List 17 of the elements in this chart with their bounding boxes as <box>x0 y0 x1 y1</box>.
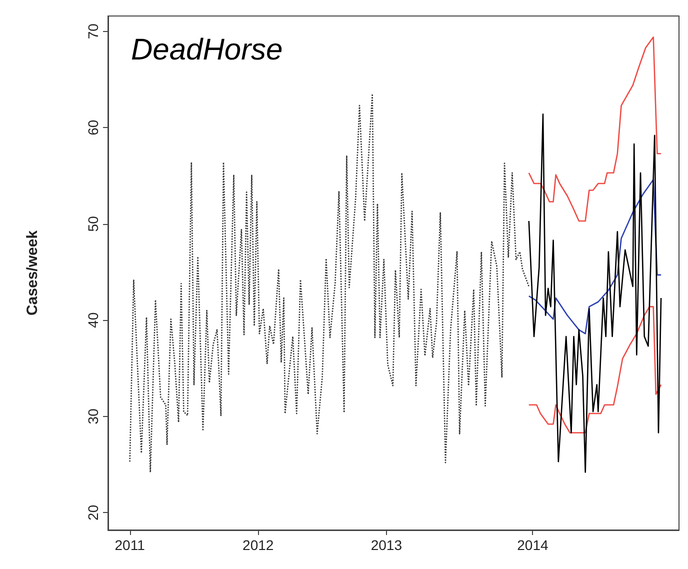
y-tick-label: 40 <box>85 312 101 328</box>
x-tick-label: 2012 <box>242 537 274 553</box>
y-tick-label: 70 <box>85 23 101 40</box>
x-tick-label: 2011 <box>114 537 146 553</box>
y-tick-label: 60 <box>85 120 101 136</box>
x-tick-label: 2013 <box>370 537 402 553</box>
line-series <box>528 306 662 434</box>
y-tick-label: 20 <box>85 504 101 520</box>
line-series <box>528 36 662 222</box>
text: DeadHorse <box>131 34 283 66</box>
y-tick-label: 30 <box>85 408 101 424</box>
line-series <box>528 114 662 473</box>
x-tick-label: 2014 <box>517 537 548 553</box>
y-axis-title: Cases/week <box>24 230 41 316</box>
line-series <box>129 93 530 473</box>
line-series <box>528 178 662 334</box>
y-tick-label: 50 <box>85 216 101 232</box>
